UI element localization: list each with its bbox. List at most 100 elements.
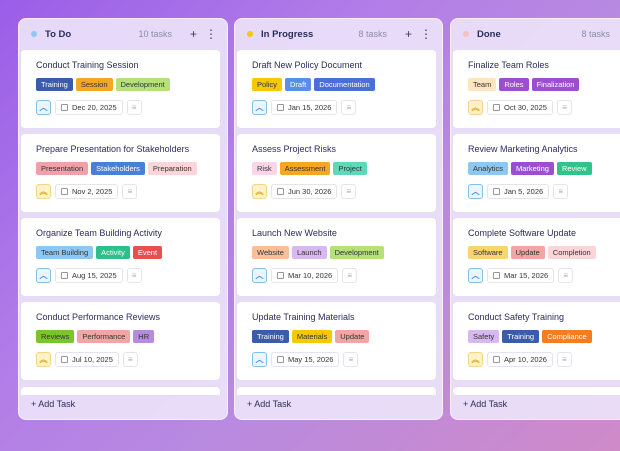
due-date[interactable]: Jan 15, 2026 <box>271 100 338 115</box>
notes-icon[interactable]: ≡ <box>341 184 357 199</box>
due-date[interactable]: Dec 20, 2025 <box>55 100 123 115</box>
tag-list: Analytics Marketing Review <box>468 162 620 175</box>
notes-icon[interactable]: ≡ <box>558 268 574 283</box>
task-card[interactable]: Conduct Safety Training Safety Training Com… <box>452 301 620 381</box>
due-date[interactable]: Oct 30, 2025 <box>487 100 553 115</box>
column-done: Done 8 tasks Finalize Team Roles Team Roles F… <box>450 18 620 420</box>
priority-medium-icon[interactable]: ︿ <box>252 268 267 283</box>
tag: Performance <box>77 330 131 343</box>
priority-high-icon[interactable]: ︽ <box>468 100 483 115</box>
card-list[interactable]: Conduct Training Session Training Session D… <box>19 49 227 399</box>
add-icon[interactable]: + <box>189 27 197 41</box>
add-task-button[interactable]: + Add Task <box>31 399 76 409</box>
task-card[interactable]: Draft New Policy Document Policy Draft Docu… <box>236 49 437 129</box>
task-title: Assess Project Risks <box>252 144 337 154</box>
tag: Team Building <box>36 246 94 259</box>
notes-icon[interactable]: ≡ <box>126 268 142 283</box>
task-card[interactable]: Conduct Training Session Training Session D… <box>20 49 221 129</box>
notes-icon[interactable]: ≡ <box>122 352 138 367</box>
priority-medium-icon[interactable]: ︿ <box>252 100 267 115</box>
notes-icon[interactable]: ≡ <box>556 100 572 115</box>
tag-list: Reviews Performance HR <box>36 330 220 343</box>
task-card[interactable]: Finalize Team Roles Team Roles Finalization… <box>452 49 620 129</box>
card-list[interactable]: Finalize Team Roles Team Roles Finalization… <box>451 49 620 399</box>
priority-medium-icon[interactable]: ︿ <box>36 268 51 283</box>
column-title: In Progress <box>261 28 314 40</box>
tag-list: Software Update Completion <box>468 246 620 259</box>
task-card[interactable]: Conduct Performance Reviews Reviews Perfor… <box>20 301 221 381</box>
task-title: Finalize Team Roles <box>468 60 549 70</box>
tag: Analytics <box>468 162 509 175</box>
due-date-text: Nov 2, 2025 <box>72 187 113 196</box>
notes-icon[interactable]: ≡ <box>553 184 569 199</box>
due-date[interactable]: Mar 15, 2026 <box>487 268 555 283</box>
calendar-icon <box>61 188 68 195</box>
tag: Session <box>75 78 113 91</box>
tag: Development <box>115 78 170 91</box>
due-date[interactable]: Jun 30, 2026 <box>271 184 338 199</box>
task-card[interactable] <box>20 386 221 396</box>
calendar-icon <box>493 188 500 195</box>
due-date[interactable]: Aug 15, 2025 <box>55 268 123 283</box>
due-date[interactable]: Nov 2, 2025 <box>55 184 119 199</box>
priority-medium-icon[interactable]: ︿ <box>468 184 483 199</box>
tag: Compliance <box>542 330 592 343</box>
task-card[interactable]: Organize Team Building Activity Team Buil… <box>20 217 221 297</box>
column-header: To Do 10 tasks + ⋮ <box>19 19 227 49</box>
due-date[interactable]: May 15, 2026 <box>271 352 340 367</box>
priority-high-icon[interactable]: ︽ <box>468 352 483 367</box>
status-dot <box>247 31 253 37</box>
task-card[interactable]: Complete Software Update Software Update Co… <box>452 217 620 297</box>
task-card[interactable] <box>452 386 620 396</box>
task-card[interactable]: Review Marketing Analytics Analytics Marke… <box>452 133 620 213</box>
task-card[interactable]: Prepare Presentation for Stakeholders Pre… <box>20 133 221 213</box>
add-task-button[interactable]: + Add Task <box>247 399 292 409</box>
task-title: Launch New Website <box>252 228 337 238</box>
task-card[interactable]: Update Training Materials Training Materia… <box>236 301 437 381</box>
column-header: Done 8 tasks <box>451 19 620 49</box>
tag: Reviews <box>36 330 75 343</box>
tag: Training <box>252 330 289 343</box>
notes-icon[interactable]: ≡ <box>126 100 142 115</box>
notes-icon[interactable]: ≡ <box>342 268 358 283</box>
tag-list: Team Roles Finalization <box>468 78 620 91</box>
tag-list: Policy Draft Documentation <box>252 78 436 91</box>
add-task-button[interactable]: + Add Task <box>463 399 508 409</box>
due-date-text: May 15, 2026 <box>288 355 334 364</box>
priority-high-icon[interactable]: ︽ <box>36 352 51 367</box>
priority-medium-icon[interactable]: ︿ <box>36 100 51 115</box>
task-title: Conduct Performance Reviews <box>36 312 161 322</box>
more-vertical-icon[interactable]: ⋮ <box>205 27 217 41</box>
notes-icon[interactable]: ≡ <box>341 100 357 115</box>
due-date-text: Oct 30, 2025 <box>504 103 547 112</box>
priority-medium-icon[interactable]: ︿ <box>252 352 267 367</box>
task-card[interactable]: Assess Project Risks Risk Assessment Projec… <box>236 133 437 213</box>
due-date[interactable]: Mar 10, 2026 <box>271 268 339 283</box>
due-date[interactable]: Jul 10, 2025 <box>55 352 119 367</box>
notes-icon[interactable]: ≡ <box>556 352 572 367</box>
more-vertical-icon[interactable]: ⋮ <box>420 27 432 41</box>
due-date[interactable]: Jan 5, 2026 <box>487 184 550 199</box>
column-header: In Progress 8 tasks + ⋮ <box>235 19 442 49</box>
priority-high-icon[interactable]: ︽ <box>36 184 51 199</box>
tag: Development <box>329 246 384 259</box>
due-date-text: Mar 15, 2026 <box>504 271 549 280</box>
card-list[interactable]: Draft New Policy Document Policy Draft Docu… <box>235 49 442 399</box>
due-date[interactable]: Apr 10, 2026 <box>487 352 553 367</box>
priority-medium-icon[interactable]: ︿ <box>468 268 483 283</box>
notes-icon[interactable]: ≡ <box>122 184 138 199</box>
tag: Materials <box>291 330 333 343</box>
column-title: Done <box>477 28 501 40</box>
task-card[interactable] <box>236 386 437 396</box>
task-title: Conduct Training Session <box>36 60 139 70</box>
priority-high-icon[interactable]: ︽ <box>252 184 267 199</box>
task-title: Draft New Policy Document <box>252 60 363 70</box>
tag: Website <box>252 246 289 259</box>
tag: Finalization <box>531 78 580 91</box>
tag: Draft <box>285 78 312 91</box>
calendar-icon <box>61 356 68 363</box>
add-icon[interactable]: + <box>404 27 412 41</box>
notes-icon[interactable]: ≡ <box>343 352 359 367</box>
task-card[interactable]: Launch New Website Website Launch Developme… <box>236 217 437 297</box>
tag: Preparation <box>147 162 197 175</box>
